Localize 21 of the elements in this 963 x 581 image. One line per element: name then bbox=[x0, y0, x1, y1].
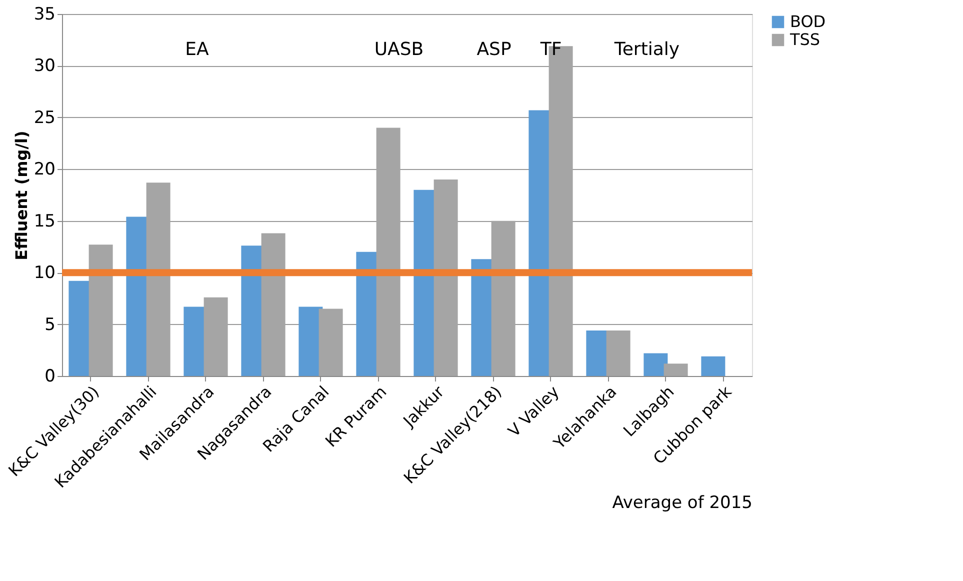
annotation: TF bbox=[539, 39, 562, 60]
annotation: ASP bbox=[476, 39, 512, 60]
y-axis-title: Effluent (mg/l) bbox=[12, 130, 31, 260]
y-tick-label: 25 bbox=[34, 108, 56, 128]
y-tick-label: 0 bbox=[44, 366, 56, 386]
annotation: UASB bbox=[374, 39, 424, 60]
annotation: Tertialy bbox=[613, 39, 680, 60]
x-axis-title: Average of 2015 bbox=[612, 492, 752, 513]
bar bbox=[606, 330, 630, 376]
bar bbox=[664, 364, 688, 376]
y-tick-label: 35 bbox=[34, 4, 56, 24]
bar bbox=[701, 356, 726, 376]
y-tick-label: 20 bbox=[34, 160, 56, 180]
y-tick-label: 10 bbox=[34, 263, 56, 284]
y-tick-label: 5 bbox=[44, 314, 56, 335]
y-tick-label: 30 bbox=[34, 56, 56, 76]
annotation: EA bbox=[185, 39, 210, 60]
bar bbox=[644, 353, 668, 376]
legend-label: BOD bbox=[790, 12, 826, 31]
legend-label: TSS bbox=[789, 30, 820, 49]
y-tick-label: 15 bbox=[34, 211, 56, 232]
